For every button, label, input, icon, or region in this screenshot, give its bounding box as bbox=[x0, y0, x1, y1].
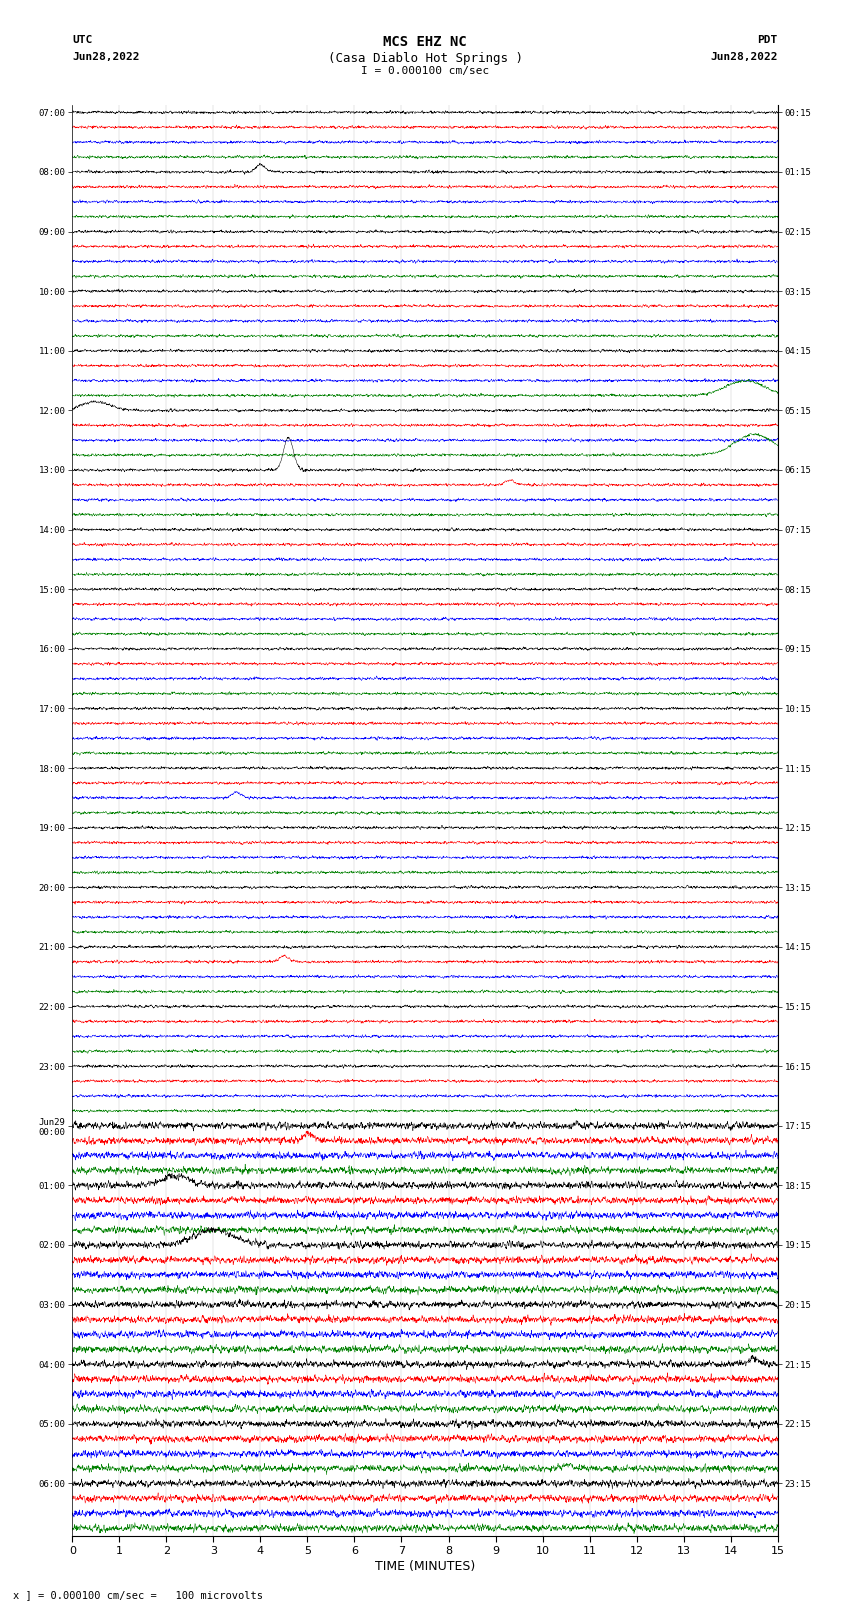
Text: (Casa Diablo Hot Springs ): (Casa Diablo Hot Springs ) bbox=[327, 52, 523, 65]
Text: MCS EHZ NC: MCS EHZ NC bbox=[383, 35, 467, 50]
Text: PDT: PDT bbox=[757, 35, 778, 45]
Text: Jun28,2022: Jun28,2022 bbox=[711, 52, 778, 61]
Text: x ] = 0.000100 cm/sec =   100 microvolts: x ] = 0.000100 cm/sec = 100 microvolts bbox=[13, 1590, 263, 1600]
Text: UTC: UTC bbox=[72, 35, 93, 45]
X-axis label: TIME (MINUTES): TIME (MINUTES) bbox=[375, 1560, 475, 1573]
Text: I = 0.000100 cm/sec: I = 0.000100 cm/sec bbox=[361, 66, 489, 76]
Text: Jun28,2022: Jun28,2022 bbox=[72, 52, 139, 61]
